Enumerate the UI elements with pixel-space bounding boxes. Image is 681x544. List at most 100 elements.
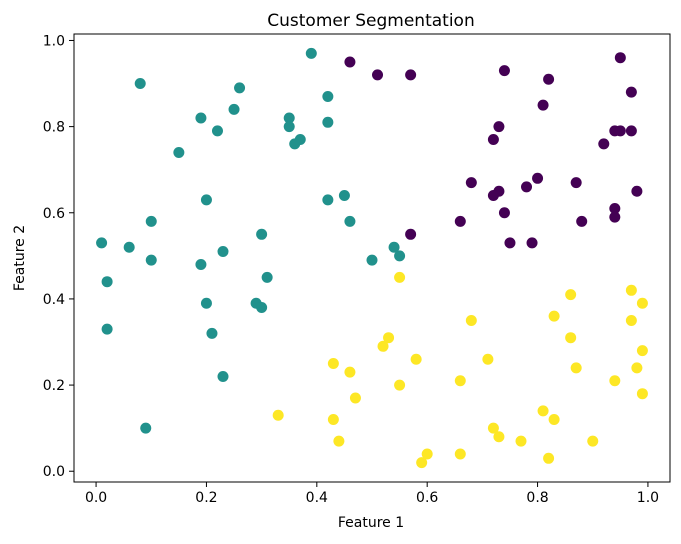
- scatter-point-cluster-2: [145, 215, 157, 227]
- scatter-point-cluster-1: [576, 215, 588, 227]
- scatter-point-cluster-2: [228, 103, 240, 115]
- scatter-point-cluster-1: [614, 52, 626, 64]
- scatter-point-cluster-2: [145, 254, 157, 266]
- scatter-point-cluster-2: [322, 194, 334, 206]
- scatter-point-cluster-3: [410, 353, 422, 365]
- scatter-point-cluster-1: [405, 228, 417, 240]
- scatter-point-cluster-3: [625, 314, 637, 326]
- scatter-point-cluster-3: [565, 332, 577, 344]
- scatter-point-cluster-2: [96, 237, 108, 249]
- scatter-point-cluster-2: [134, 78, 146, 90]
- x-axis-label: Feature 1: [338, 515, 404, 531]
- scatter-point-cluster-3: [565, 289, 577, 301]
- plot-frame: [73, 33, 671, 483]
- scatter-point-cluster-2: [200, 194, 212, 206]
- scatter-point-cluster-3: [377, 340, 389, 352]
- scatter-point-cluster-2: [322, 116, 334, 128]
- scatter-point-cluster-3: [383, 332, 395, 344]
- scatter-point-cluster-3: [421, 448, 433, 460]
- scatter-point-cluster-2: [217, 370, 229, 382]
- y-tick-label: 0.6: [43, 206, 65, 222]
- scatter-point-cluster-3: [272, 409, 284, 421]
- scatter-point-cluster-1: [498, 207, 510, 219]
- x-tick-label: 0.6: [416, 490, 438, 506]
- scatter-point-cluster-3: [548, 310, 560, 322]
- scatter-point-cluster-1: [405, 69, 417, 81]
- scatter-point-cluster-2: [173, 146, 185, 158]
- scatter-point-cluster-2: [256, 302, 268, 314]
- scatter-point-cluster-3: [609, 375, 621, 387]
- scatter-point-cluster-1: [465, 177, 477, 189]
- scatter-point-cluster-3: [636, 388, 648, 400]
- y-tick-label: 0.0: [43, 464, 65, 480]
- scatter-point-cluster-1: [493, 121, 505, 133]
- scatter-point-cluster-2: [206, 327, 218, 339]
- scatter-point-cluster-1: [631, 185, 643, 197]
- scatter-point-cluster-2: [195, 258, 207, 270]
- scatter-point-cluster-3: [636, 297, 648, 309]
- scatter-point-cluster-1: [487, 134, 499, 146]
- scatter-point-cluster-1: [504, 237, 516, 249]
- scatter-point-cluster-2: [256, 228, 268, 240]
- scatter-point-cluster-3: [487, 422, 499, 434]
- scatter-point-cluster-3: [327, 414, 339, 426]
- y-tick-label: 0.2: [43, 378, 65, 394]
- scatter-point-cluster-2: [366, 254, 378, 266]
- scatter-point-cluster-2: [283, 112, 295, 124]
- scatter-point-cluster-3: [631, 362, 643, 374]
- scatter-point-cluster-1: [570, 177, 582, 189]
- data-points: [96, 47, 648, 469]
- scatter-point-cluster-2: [140, 422, 152, 434]
- scatter-point-cluster-1: [454, 215, 466, 227]
- scatter-point-cluster-3: [327, 358, 339, 370]
- scatter-point-cluster-3: [394, 271, 406, 283]
- scatter-point-cluster-3: [548, 414, 560, 426]
- scatter-point-cluster-3: [493, 431, 505, 443]
- scatter-point-cluster-1: [609, 211, 621, 223]
- scatter-point-cluster-1: [526, 237, 538, 249]
- scatter-point-cluster-2: [234, 82, 246, 94]
- scatter-point-cluster-2: [101, 276, 113, 288]
- scatter-point-cluster-1: [609, 202, 621, 214]
- scatter-point-cluster-2: [322, 90, 334, 102]
- scatter-point-cluster-2: [338, 190, 350, 202]
- y-axis: 0.0 0.2 0.4 0.6 0.8 1.0: [43, 33, 74, 480]
- scatter-point-cluster-1: [614, 125, 626, 137]
- scatter-point-cluster-1: [498, 65, 510, 77]
- y-tick-label: 0.8: [43, 120, 65, 136]
- y-axis-label: Feature 2: [12, 225, 28, 291]
- y-tick-label: 0.4: [43, 292, 65, 308]
- x-tick-label: 0.0: [85, 490, 107, 506]
- scatter-point-cluster-2: [344, 215, 356, 227]
- x-tick-label: 0.4: [306, 490, 328, 506]
- scatter-point-cluster-1: [487, 190, 499, 202]
- scatter-point-cluster-3: [636, 345, 648, 357]
- scatter-point-cluster-2: [283, 121, 295, 133]
- scatter-point-cluster-3: [465, 314, 477, 326]
- scatter-point-cluster-1: [543, 73, 555, 85]
- scatter-point-cluster-1: [372, 69, 384, 81]
- scatter-point-cluster-3: [454, 375, 466, 387]
- scatter-point-cluster-2: [394, 250, 406, 262]
- scatter-point-cluster-1: [344, 56, 356, 68]
- scatter-point-cluster-3: [625, 284, 637, 296]
- scatter-point-cluster-3: [333, 435, 345, 447]
- y-tick-label: 1.0: [43, 33, 65, 49]
- scatter-point-cluster-2: [289, 138, 301, 150]
- scatter-point-cluster-1: [521, 181, 533, 193]
- scatter-point-cluster-1: [532, 172, 544, 184]
- scatter-point-cluster-3: [570, 362, 582, 374]
- scatter-point-cluster-2: [200, 297, 212, 309]
- scatter-point-cluster-3: [454, 448, 466, 460]
- x-tick-label: 0.8: [526, 490, 548, 506]
- scatter-point-cluster-1: [625, 125, 637, 137]
- scatter-point-cluster-2: [211, 125, 223, 137]
- scatter-point-cluster-2: [195, 112, 207, 124]
- scatter-point-cluster-3: [482, 353, 494, 365]
- scatter-point-cluster-1: [537, 99, 549, 111]
- scatter-point-cluster-3: [349, 392, 361, 404]
- x-axis: 0.0 0.2 0.4 0.6 0.8 1.0: [85, 482, 659, 506]
- scatter-point-cluster-3: [537, 405, 549, 417]
- scatter-point-cluster-3: [543, 452, 555, 464]
